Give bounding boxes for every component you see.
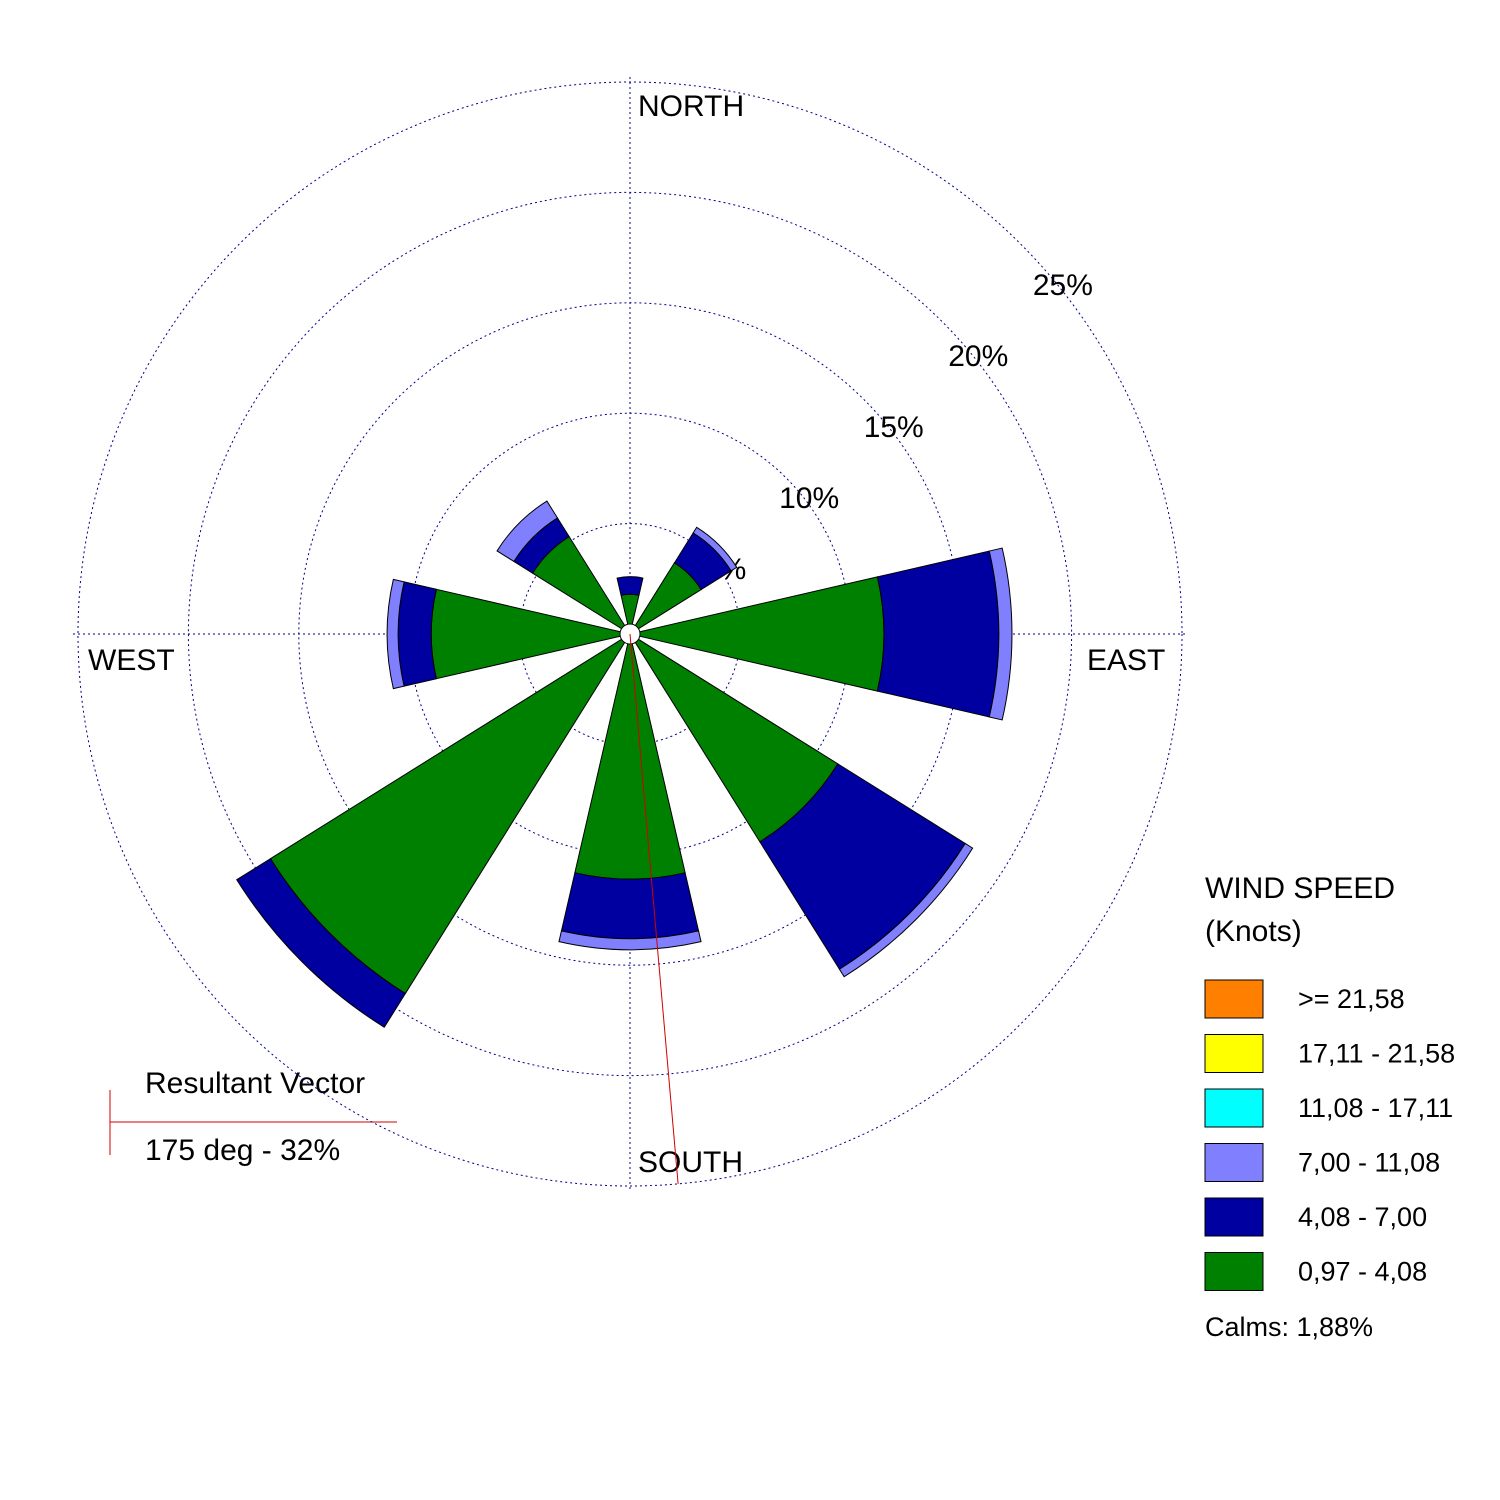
sector — [496, 500, 559, 563]
r-tick-label: 15% — [864, 411, 924, 444]
legend-label: 4,08 - 7,00 — [1298, 1202, 1427, 1232]
legend-title: WIND SPEED — [1205, 872, 1395, 905]
r-tick-label: 10% — [779, 482, 839, 515]
resultant-label: 175 deg - 32% — [145, 1134, 340, 1167]
legend-label: 11,08 - 17,11 — [1298, 1093, 1453, 1123]
legend-swatch — [1204, 1197, 1264, 1237]
sector — [838, 842, 974, 978]
legend-label: 17,11 - 21,58 — [1298, 1039, 1455, 1069]
sector — [558, 930, 702, 951]
calms: Calms: 1,88% — [1205, 1312, 1373, 1342]
resultant-title: Resultant Vector — [145, 1067, 365, 1100]
sector — [397, 581, 437, 687]
legend-swatch — [1204, 1143, 1264, 1182]
sector — [386, 578, 405, 690]
legend-swatch — [1204, 1034, 1264, 1073]
resultant-vector — [629, 633, 679, 1184]
legend-swatch — [1204, 979, 1264, 1019]
sector — [236, 857, 407, 1028]
r-tick-label: 25% — [1033, 269, 1093, 302]
legend-swatch — [1204, 1088, 1264, 1128]
sector — [876, 550, 1000, 718]
direction-label: NORTH — [638, 90, 744, 123]
direction-label: SOUTH — [638, 1146, 743, 1179]
r-tick-label: 20% — [948, 340, 1008, 373]
sector — [988, 547, 1013, 721]
legend-label: >= 21,58 — [1298, 984, 1405, 1014]
legend-label: 0,97 - 4,08 — [1298, 1257, 1427, 1287]
legend-swatch — [1204, 1252, 1264, 1291]
sector — [616, 576, 644, 596]
direction-label: EAST — [1087, 644, 1165, 677]
legend-title: (Knots) — [1205, 915, 1302, 948]
sector — [560, 872, 700, 940]
legend-label: 7,00 - 11,08 — [1298, 1148, 1440, 1178]
sector — [692, 526, 738, 572]
direction-label: WEST — [88, 644, 175, 677]
